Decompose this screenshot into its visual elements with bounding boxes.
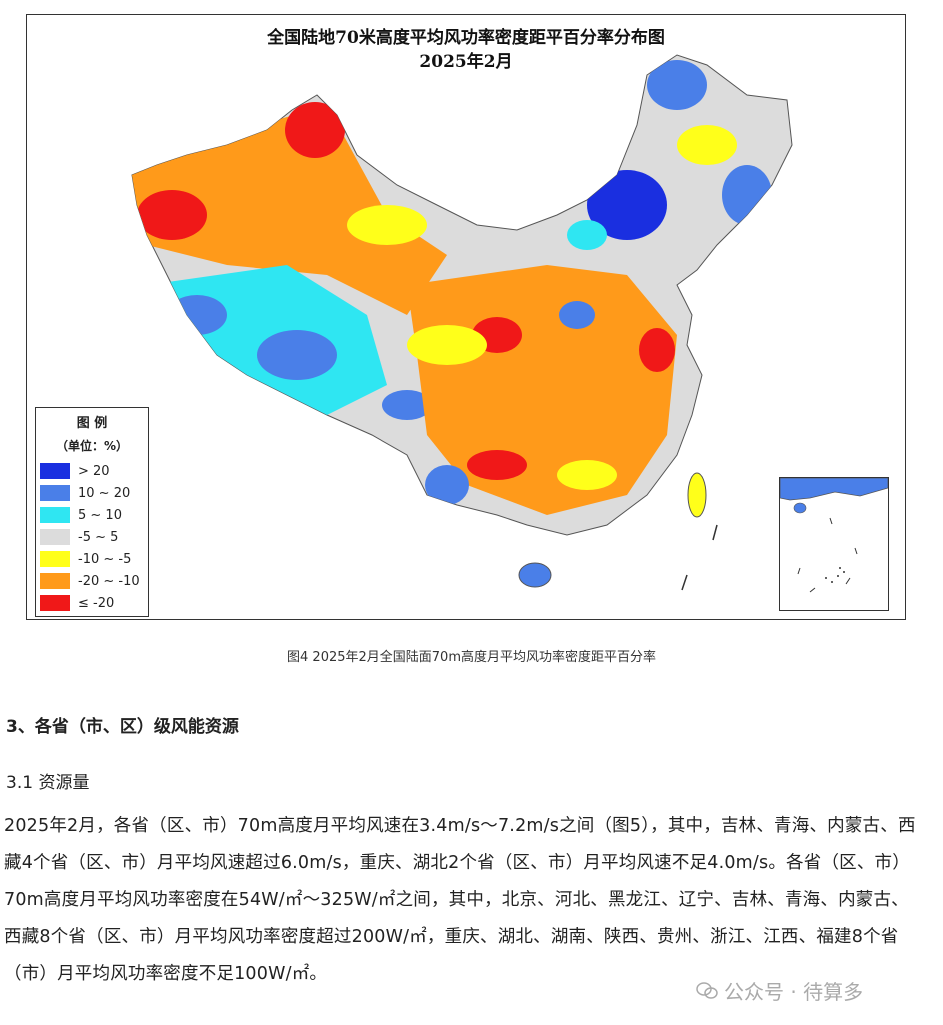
legend-item: 5 ~ 10 [36, 504, 148, 526]
legend-swatch [40, 595, 70, 611]
china-map [131, 54, 793, 591]
legend-item: -20 ~ -10 [36, 570, 148, 592]
legend-swatch [40, 551, 70, 567]
wechat-icon [696, 981, 718, 999]
map-subtitle: 2025年2月 [419, 52, 513, 72]
legend-swatch [40, 507, 70, 523]
legend-swatch [40, 573, 70, 589]
legend-label: > 20 [78, 463, 110, 479]
legend-item: > 20 [36, 460, 148, 482]
legend-swatch [40, 485, 70, 501]
legend-item: 10 ~ 20 [36, 482, 148, 504]
map-legend: 图 例 （单位：%） > 20 10 ~ 20 5 ~ 10 -5 ~ 5 -1… [35, 407, 149, 617]
legend-swatch [40, 529, 70, 545]
legend-label: 10 ~ 20 [78, 485, 131, 501]
watermark-text: 公众号 · 待算多 [724, 980, 864, 1004]
legend-label: 5 ~ 10 [78, 507, 122, 523]
legend-item: -10 ~ -5 [36, 548, 148, 570]
map-title: 全国陆地70米高度平均风功率密度距平百分率分布图 [267, 28, 665, 48]
legend-item: -5 ~ 5 [36, 526, 148, 548]
south-china-sea-inset [779, 477, 889, 611]
legend-swatch [40, 463, 70, 479]
sub-heading: 3.1 资源量 [6, 773, 90, 793]
body-paragraph: 2025年2月，各省（区、市）70m高度月平均风速在3.4m/s～7.2m/s之… [4, 816, 916, 984]
legend-unit: （单位：%） [55, 439, 129, 453]
legend-item: ≤ -20 [36, 592, 148, 614]
section-heading: 3、各省（市、区）级风能资源 [6, 717, 239, 737]
legend-label: -5 ~ 5 [78, 529, 119, 545]
legend-label: -20 ~ -10 [78, 573, 140, 589]
inset-map [779, 477, 889, 593]
wind-anomaly-map-figure: 全国陆地70米高度平均风功率密度距平百分率分布图 2025年2月 图 例 （单位… [26, 14, 906, 620]
figure-caption: 图4 2025年2月全国陆面70m高度月平均风功率密度距平百分率 [287, 650, 656, 665]
watermark: 公众号 · 待算多 [696, 976, 863, 1005]
legend-label: ≤ -20 [78, 595, 115, 611]
legend-label: -10 ~ -5 [78, 551, 132, 567]
legend-title: 图 例 [76, 416, 108, 431]
